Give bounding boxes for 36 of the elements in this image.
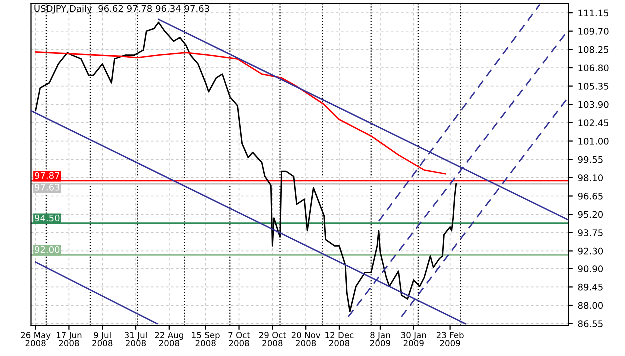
x-tick-label: 23 Feb 2009 — [436, 332, 464, 347]
y-tick-label: 88.00 — [578, 302, 604, 310]
y-tick-label: 86.55 — [578, 320, 603, 328]
y-tick-label: 98.10 — [578, 174, 604, 182]
ref-line-label: 97.87 — [35, 172, 60, 180]
y-tick-label: 109.70 — [578, 28, 609, 35]
y-tick-label: 90.90 — [578, 266, 604, 272]
y-tick-label: 89.45 — [578, 284, 603, 291]
ref-line-label: 97.63 — [35, 184, 60, 191]
ref-line-label: 92.00 — [35, 246, 60, 254]
x-tick-label: 20 Nov 2008 — [292, 332, 321, 347]
y-tick-label: 105.35 — [578, 83, 609, 90]
y-tick-label: 111.15 — [578, 10, 609, 17]
y-tick-label: 102.45 — [578, 120, 609, 127]
y-tick-label: 99.55 — [578, 156, 603, 164]
x-tick-label: 8 Jan 2009 — [370, 332, 390, 347]
y-tick-label: 93.75 — [578, 230, 603, 236]
y-tick-label: 108.25 — [578, 46, 609, 54]
x-tick-label: 30 Jan 2009 — [401, 332, 426, 347]
x-tick-label: 7 Oct 2008 — [228, 332, 250, 347]
y-tick-label: 106.80 — [578, 64, 609, 72]
x-tick-label: 9 Jul 2008 — [92, 332, 113, 347]
y-tick-label: 103.90 — [578, 101, 609, 108]
x-tick-label: 17 Jun 2008 — [56, 332, 82, 347]
x-tick-label: 26 May 2008 — [21, 332, 51, 347]
ref-line-label: 94.50 — [35, 214, 60, 222]
chart-title: USDJPY,Daily 96.62 97.78 96.34 97.63 — [34, 5, 210, 14]
y-tick-label: 95.20 — [578, 211, 604, 218]
x-tick-label: 29 Oct 2008 — [259, 332, 286, 347]
y-tick-label: 101.00 — [578, 138, 609, 145]
y-tick-label: 92.30 — [578, 248, 604, 255]
y-tick-label: 96.65 — [578, 192, 603, 200]
x-tick-label: 31 Jul 2008 — [125, 332, 147, 347]
x-tick-label: 15 Sep 2008 — [192, 332, 220, 347]
x-tick-label: 22 Aug 2008 — [155, 332, 184, 347]
x-tick-label: 12 Dec 2008 — [326, 332, 354, 347]
